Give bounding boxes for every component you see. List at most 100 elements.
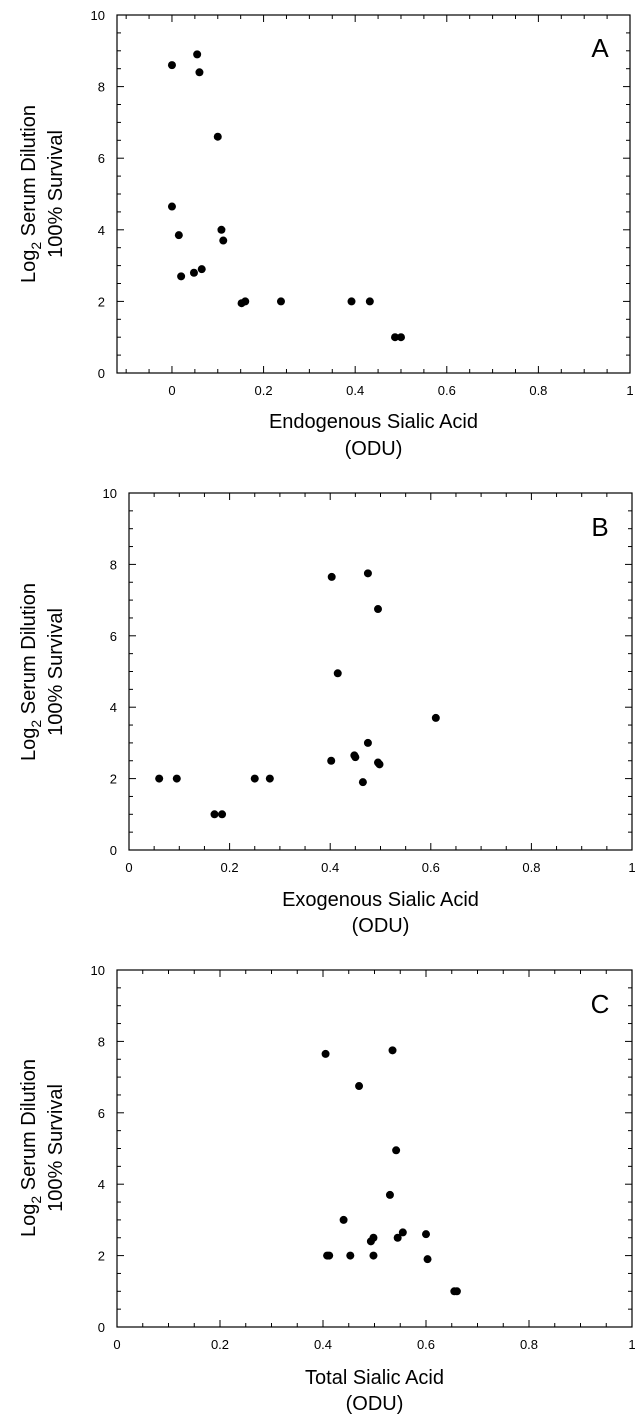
data-point [351,753,360,762]
data-point [346,1251,355,1260]
x-tick-label: 0.8 [529,383,547,398]
y-tick-label: 6 [98,151,105,166]
data-point [327,572,336,581]
y-axis-title-line2: 100% Survival [45,1084,67,1212]
x-tick-label: 0.6 [417,1337,435,1352]
data-point [241,297,250,306]
data-point [398,1228,407,1237]
x-tick-label: 0.2 [255,383,273,398]
data-point [369,1233,378,1242]
x-tick-label: 0.8 [522,860,540,875]
y-axis-title: Log2 Serum Dilution [18,105,44,283]
x-axis-title: Exogenous Sialic Acid [282,889,479,911]
x-axis-title: Total Sialic Acid [305,1367,444,1389]
data-point [363,569,372,578]
data-point [375,760,384,769]
data-point [250,774,259,783]
data-point [210,810,219,819]
data-point [167,61,176,70]
data-point [325,1251,334,1260]
data-point [347,297,356,306]
x-tick-label: 0 [168,383,175,398]
y-tick-label: 4 [98,223,105,238]
y-tick-label: 8 [98,1034,105,1049]
data-point [321,1049,330,1058]
data-point [339,1215,348,1224]
data-point [392,1146,401,1155]
y-tick-label: 0 [98,1320,105,1335]
data-point [452,1287,461,1296]
plot-frame [116,969,633,1328]
x-axis-title: Endogenous Sialic Acid [269,411,478,433]
x-tick-label: 0.4 [314,1337,332,1352]
data-point [213,132,222,141]
data-point [217,225,226,234]
y-tick-label: 10 [103,486,117,501]
data-point [358,778,367,787]
data-point [333,669,342,678]
x-axis-unit: (ODU) [345,438,403,460]
data-point [276,297,285,306]
x-tick-label: 0.2 [211,1337,229,1352]
data-point [219,236,228,245]
data-point [385,1190,394,1199]
x-tick-label: 0.4 [321,860,339,875]
y-tick-label: 4 [98,1177,105,1192]
data-point [155,774,164,783]
y-tick-label: 2 [98,1249,105,1264]
y-tick-label: 8 [98,80,105,95]
y-tick-label: 8 [110,557,117,572]
data-point [197,265,206,274]
y-tick-label: 0 [110,843,117,858]
x-tick-label: 0.4 [346,383,364,398]
data-point [431,713,440,722]
data-point [391,333,400,342]
data-point [396,333,405,342]
data-point [393,1233,402,1242]
x-axis-unit: (ODU) [352,915,410,937]
data-point [177,272,186,281]
data-point [265,774,274,783]
data-point [195,68,204,77]
y-tick-label: 6 [110,629,117,644]
data-point [218,810,227,819]
data-point [369,1251,378,1260]
data-point [423,1255,432,1264]
panel-letter: C [591,989,610,1019]
x-tick-label: 0.6 [438,383,456,398]
y-axis-title-line2: 100% Survival [45,130,67,258]
data-point [174,231,183,240]
y-tick-label: 2 [110,772,117,787]
x-axis-unit: (ODU) [346,1393,404,1415]
data-point [422,1230,430,1239]
data-point [189,268,198,277]
data-point [388,1046,397,1055]
data-point [363,738,372,747]
x-tick-label: 0.6 [422,860,440,875]
y-tick-label: 2 [98,294,105,309]
y-tick-label: 0 [98,366,105,381]
plot-frame [128,492,633,851]
y-tick-label: 6 [98,1106,105,1121]
data-point [172,774,181,783]
plot-frame [116,14,631,374]
x-tick-label: 0 [125,860,132,875]
panel-letter: B [591,512,608,542]
y-axis-title: Log2 Serum Dilution [18,1059,44,1237]
data-point [327,756,336,765]
y-axis-title: Log2 Serum Dilution [18,583,44,761]
x-tick-label: 0.2 [221,860,239,875]
panel-letter: A [591,33,609,63]
x-tick-label: 1 [626,383,633,398]
data-point [167,202,176,211]
x-tick-label: 1 [628,860,635,875]
y-axis-title-line2: 100% Survival [45,608,67,736]
y-tick-label: 10 [91,8,105,23]
data-point [365,297,374,306]
x-tick-label: 0 [113,1337,120,1352]
data-point [355,1082,364,1091]
